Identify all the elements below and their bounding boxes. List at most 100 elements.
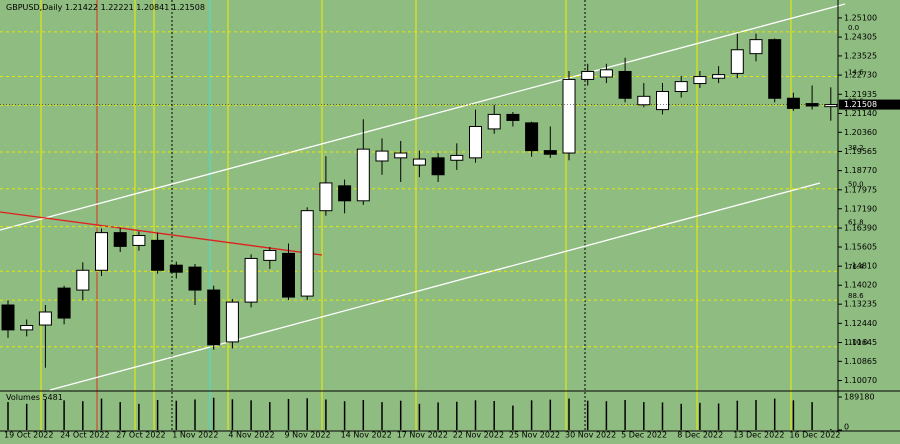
candle-body [244, 257, 258, 303]
candle-body [581, 70, 595, 80]
candle-body [263, 249, 277, 261]
x-tick-label: 27 Oct 2022 [116, 431, 165, 440]
x-tick-label: 5 Dec 2022 [621, 431, 667, 440]
fib-label: 0.0 [848, 24, 859, 32]
candle-body [76, 269, 90, 291]
y-tick-label: 1.24305 [844, 33, 877, 42]
candle-body [188, 266, 202, 291]
candle-body [113, 232, 127, 247]
candle-body [618, 70, 632, 99]
candle-body [169, 264, 183, 273]
x-tick-label: 1 Nov 2022 [172, 431, 218, 440]
candle-body [674, 81, 688, 93]
candle-body [1, 304, 15, 331]
trend-lines [0, 3, 846, 391]
y-tick-label: 1.25100 [844, 13, 877, 22]
x-tick-label: 17 Nov 2022 [397, 431, 448, 440]
candle-body [487, 113, 501, 130]
candle-body [525, 122, 539, 152]
candle-body [656, 91, 669, 111]
y-tick-label: 1.17975 [844, 185, 877, 194]
candle-body [57, 287, 71, 319]
candle-body [375, 150, 389, 162]
candle-body [319, 182, 333, 212]
fib-label: 100.0 [848, 339, 868, 347]
volume-header: Volumes 5481 [6, 393, 63, 402]
vertical-markers [40, 0, 792, 430]
candle-body [693, 76, 707, 85]
y-tick-label: 1.10070 [844, 376, 877, 385]
y-tick-label: 1.11645 [844, 338, 877, 347]
open: 1.21422 [65, 3, 98, 12]
fib-label: 76.4 [848, 263, 864, 271]
candle-body [450, 154, 464, 161]
candle-body [356, 148, 370, 202]
candle-body [95, 232, 108, 271]
y-tick-label: 1.19565 [844, 147, 877, 156]
high: 1.22221 [101, 3, 134, 12]
x-tick-label: 9 Nov 2022 [285, 431, 331, 440]
chart-header: GBPUSD,Daily 1.21422 1.22221 1.20841 1.2… [6, 3, 205, 12]
candle-body [506, 113, 520, 121]
x-tick-label: 25 Nov 2022 [509, 431, 560, 440]
y-tick-label: 1.22730 [844, 71, 877, 80]
y-tick-label: 1.18770 [844, 166, 877, 175]
candle-body [300, 210, 314, 297]
volume-tick-label: 189180 [844, 393, 875, 402]
candle-body [394, 152, 408, 159]
y-tick-label: 1.10865 [844, 357, 877, 366]
y-tick-label: 1.21935 [844, 90, 877, 99]
volume-tick-label: 0 [844, 423, 849, 432]
x-tick-label: 22 Nov 2022 [453, 431, 504, 440]
volume-value: 5481 [42, 393, 62, 402]
x-tick-label: 30 Nov 2022 [565, 431, 616, 440]
candle-body [712, 74, 726, 79]
candle-body [431, 157, 445, 176]
y-tick-label: 1.14020 [844, 281, 877, 290]
candle-body [151, 239, 165, 271]
fib-label: 88.6 [848, 292, 864, 300]
low: 1.20841 [136, 3, 169, 12]
candle-body [469, 125, 482, 159]
x-tick-label: 4 Nov 2022 [228, 431, 274, 440]
candle-body [412, 158, 426, 166]
x-tick-label: 13 Dec 2022 [733, 431, 784, 440]
symbol: GBPUSD,Daily [6, 3, 63, 12]
candle-body [637, 95, 651, 106]
candle-body [20, 325, 34, 331]
candle-body [749, 39, 763, 55]
candle-body [132, 235, 146, 246]
y-tick-label: 1.21140 [844, 109, 877, 118]
fib-label: 38.2 [848, 144, 864, 152]
y-tick-label: 1.23525 [844, 51, 877, 60]
candle-body [730, 49, 744, 74]
candle-body [786, 97, 800, 109]
candle-body [824, 104, 838, 108]
y-tick-label: 1.17190 [844, 204, 877, 213]
candle-body [338, 185, 352, 202]
candle-body [599, 69, 613, 78]
x-tick-label: 19 Oct 2022 [4, 431, 53, 440]
candle-body [207, 289, 221, 346]
close: 1.21508 [172, 3, 205, 12]
y-tick-label: 1.16390 [844, 224, 877, 233]
fib-label: 50.0 [848, 181, 864, 189]
y-tick-label: 1.20360 [844, 128, 877, 137]
candle-body [805, 103, 819, 107]
candle-body [38, 311, 52, 326]
y-tick-label: 1.12440 [844, 319, 877, 328]
candle-body [225, 301, 239, 343]
current-price-label: 1.21508 [844, 100, 877, 109]
y-tick-label: 1.14810 [844, 262, 877, 271]
x-tick-label: 24 Oct 2022 [60, 431, 109, 440]
candle-body [768, 39, 782, 99]
x-tick-label: 14 Nov 2022 [341, 431, 392, 440]
y-tick-label: 1.15605 [844, 242, 877, 251]
y-tick-label: 1.13235 [844, 300, 877, 309]
volume-label: Volumes [6, 393, 40, 402]
candle-body [562, 78, 576, 154]
x-tick-label: 16 Dec 2022 [789, 431, 840, 440]
fib-label: 14.6 [848, 69, 864, 77]
